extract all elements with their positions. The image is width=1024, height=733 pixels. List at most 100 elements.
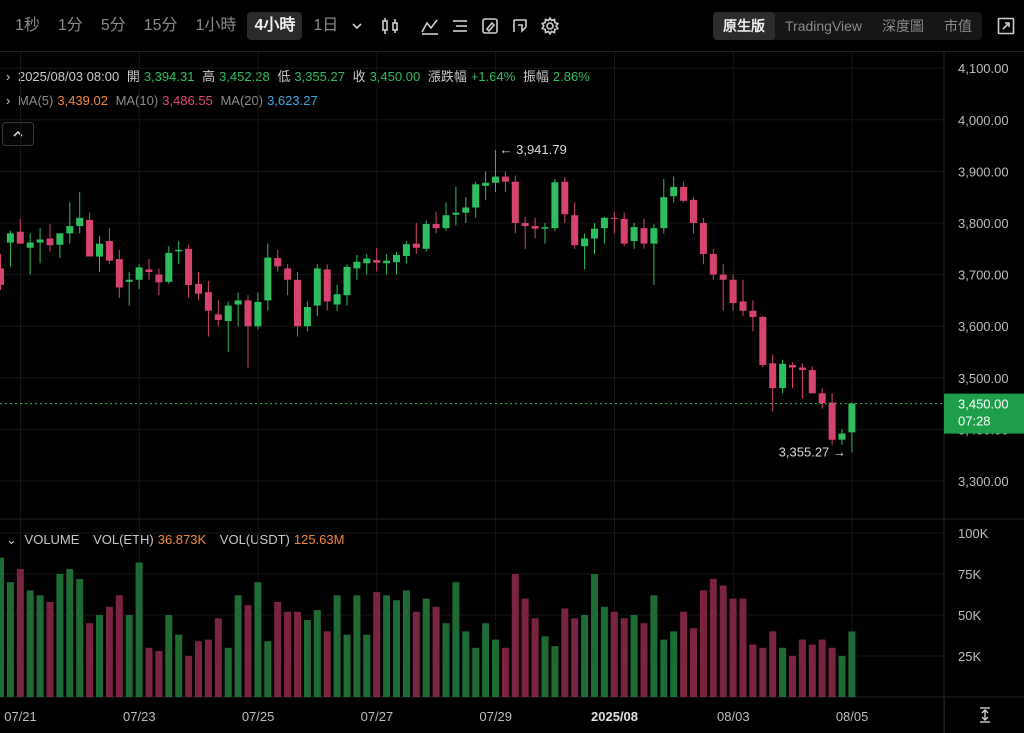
volume-bar xyxy=(383,595,391,697)
volume-bar xyxy=(224,647,232,697)
volume-bar xyxy=(818,639,826,697)
candle-body xyxy=(551,182,559,229)
volume-tick-label: 75K xyxy=(958,567,981,582)
reset-scale-icon[interactable] xyxy=(944,697,1024,733)
candle-body xyxy=(680,186,688,201)
volume-bar xyxy=(254,582,262,697)
volume-bar xyxy=(363,634,371,697)
candle-type-icon[interactable] xyxy=(375,12,405,40)
candle-body xyxy=(353,261,361,269)
timeframe-selector: 1秒 1分 5分 15分 1小時 4小時 1日 xyxy=(8,11,345,40)
settings-list-icon[interactable] xyxy=(445,12,475,40)
ma-collapse-icon[interactable]: › xyxy=(6,93,11,108)
candle-body xyxy=(56,233,64,245)
candle-body xyxy=(0,268,4,285)
volume-bar xyxy=(452,582,460,697)
view-tab-0[interactable]: 原生版 xyxy=(713,12,775,40)
volume-bar xyxy=(798,639,806,697)
candle-body xyxy=(759,316,767,365)
volume-bar xyxy=(145,647,153,697)
candle-body xyxy=(244,300,252,327)
candle-body xyxy=(561,181,569,215)
candle-body xyxy=(402,244,410,257)
price-tick-label: 3,500.00 xyxy=(958,371,1009,386)
candle-body xyxy=(769,363,777,389)
volume-bar xyxy=(135,562,143,697)
chevron-down-icon[interactable] xyxy=(345,12,369,40)
volume-collapse-icon[interactable]: ⌄ xyxy=(6,532,17,547)
indicator-icon[interactable] xyxy=(415,12,445,40)
candle-body xyxy=(393,254,400,263)
candle-body xyxy=(343,266,351,296)
view-tab-2[interactable]: 深度圖 xyxy=(882,18,925,34)
candle-body xyxy=(749,310,757,317)
fullscreen-icon[interactable] xyxy=(992,12,1020,40)
volume-bar xyxy=(393,600,400,697)
candle-body xyxy=(195,283,202,294)
candle-body xyxy=(541,227,549,229)
candle-body xyxy=(789,364,796,368)
candle-body xyxy=(452,212,460,215)
candle-body xyxy=(6,233,14,243)
volume-bar xyxy=(511,574,519,697)
timeframe-4[interactable]: 1小時 xyxy=(195,16,237,34)
timeframe-2[interactable]: 5分 xyxy=(100,16,126,34)
countdown-timer: 07:28 xyxy=(958,414,991,429)
volume-bar xyxy=(105,606,113,697)
candle-body xyxy=(175,249,183,252)
candle-body xyxy=(739,301,747,311)
candle-body xyxy=(531,226,539,229)
time-tick-label: 07/27 xyxy=(361,709,394,724)
price-tick-label: 4,100.00 xyxy=(958,61,1009,76)
volume-bar xyxy=(541,636,549,697)
change-label: 漲跌幅 xyxy=(427,69,467,84)
low-label: 低 xyxy=(277,69,291,84)
volume-bar xyxy=(214,618,222,697)
volume-bar xyxy=(789,656,796,697)
volume-bar xyxy=(581,615,589,697)
candle-body xyxy=(333,294,341,305)
volume-bar xyxy=(284,611,292,697)
volume-bar xyxy=(343,634,351,697)
candle-body xyxy=(848,403,856,433)
gear-icon[interactable] xyxy=(535,12,565,40)
candle-body xyxy=(115,259,123,288)
candle-body xyxy=(482,182,490,186)
view-tab-3[interactable]: 市值 xyxy=(944,18,973,34)
chart-toolbar: 1秒 1分 5分 15分 1小時 4小時 1日 xyxy=(0,0,1024,52)
candle-body xyxy=(492,176,499,183)
volume-bar xyxy=(264,641,272,697)
volume-bar xyxy=(848,631,856,697)
volume-bar xyxy=(640,623,648,697)
price-tick-label: 3,300.00 xyxy=(958,474,1009,489)
candle-body xyxy=(254,301,262,327)
price-tick-label: 3,600.00 xyxy=(958,319,1009,334)
volume-bar xyxy=(26,590,34,697)
candle-body xyxy=(363,258,371,264)
candle-body xyxy=(313,268,321,306)
volume-bar xyxy=(680,611,688,697)
drawing-icon[interactable] xyxy=(475,12,505,40)
time-tick-label: 07/29 xyxy=(479,709,512,724)
timeframe-5[interactable]: 4小時 xyxy=(247,11,303,40)
volume-bar xyxy=(185,656,193,697)
timeframe-1[interactable]: 1分 xyxy=(57,16,83,34)
timeframe-3[interactable]: 15分 xyxy=(143,16,178,34)
timeframe-0[interactable]: 1秒 xyxy=(15,16,40,34)
candle-body xyxy=(818,393,826,404)
volume-bar xyxy=(115,595,123,697)
vol-eth-label: VOL(ETH) xyxy=(93,532,154,547)
view-tab-1[interactable]: TradingView xyxy=(785,18,863,34)
amplitude-value: 2.86% xyxy=(552,69,590,84)
timeframe-6[interactable]: 1日 xyxy=(313,16,339,34)
candle-body xyxy=(303,307,311,327)
volume-bar xyxy=(482,623,490,697)
volume-title: VOLUME xyxy=(24,532,80,547)
open-value: 3,394.31 xyxy=(143,69,195,84)
collapse-panel-button[interactable] xyxy=(2,122,34,146)
volume-bar xyxy=(501,647,509,697)
legend-collapse-icon[interactable]: › xyxy=(6,69,11,84)
candle-body xyxy=(86,219,94,257)
replay-icon[interactable] xyxy=(505,12,535,40)
